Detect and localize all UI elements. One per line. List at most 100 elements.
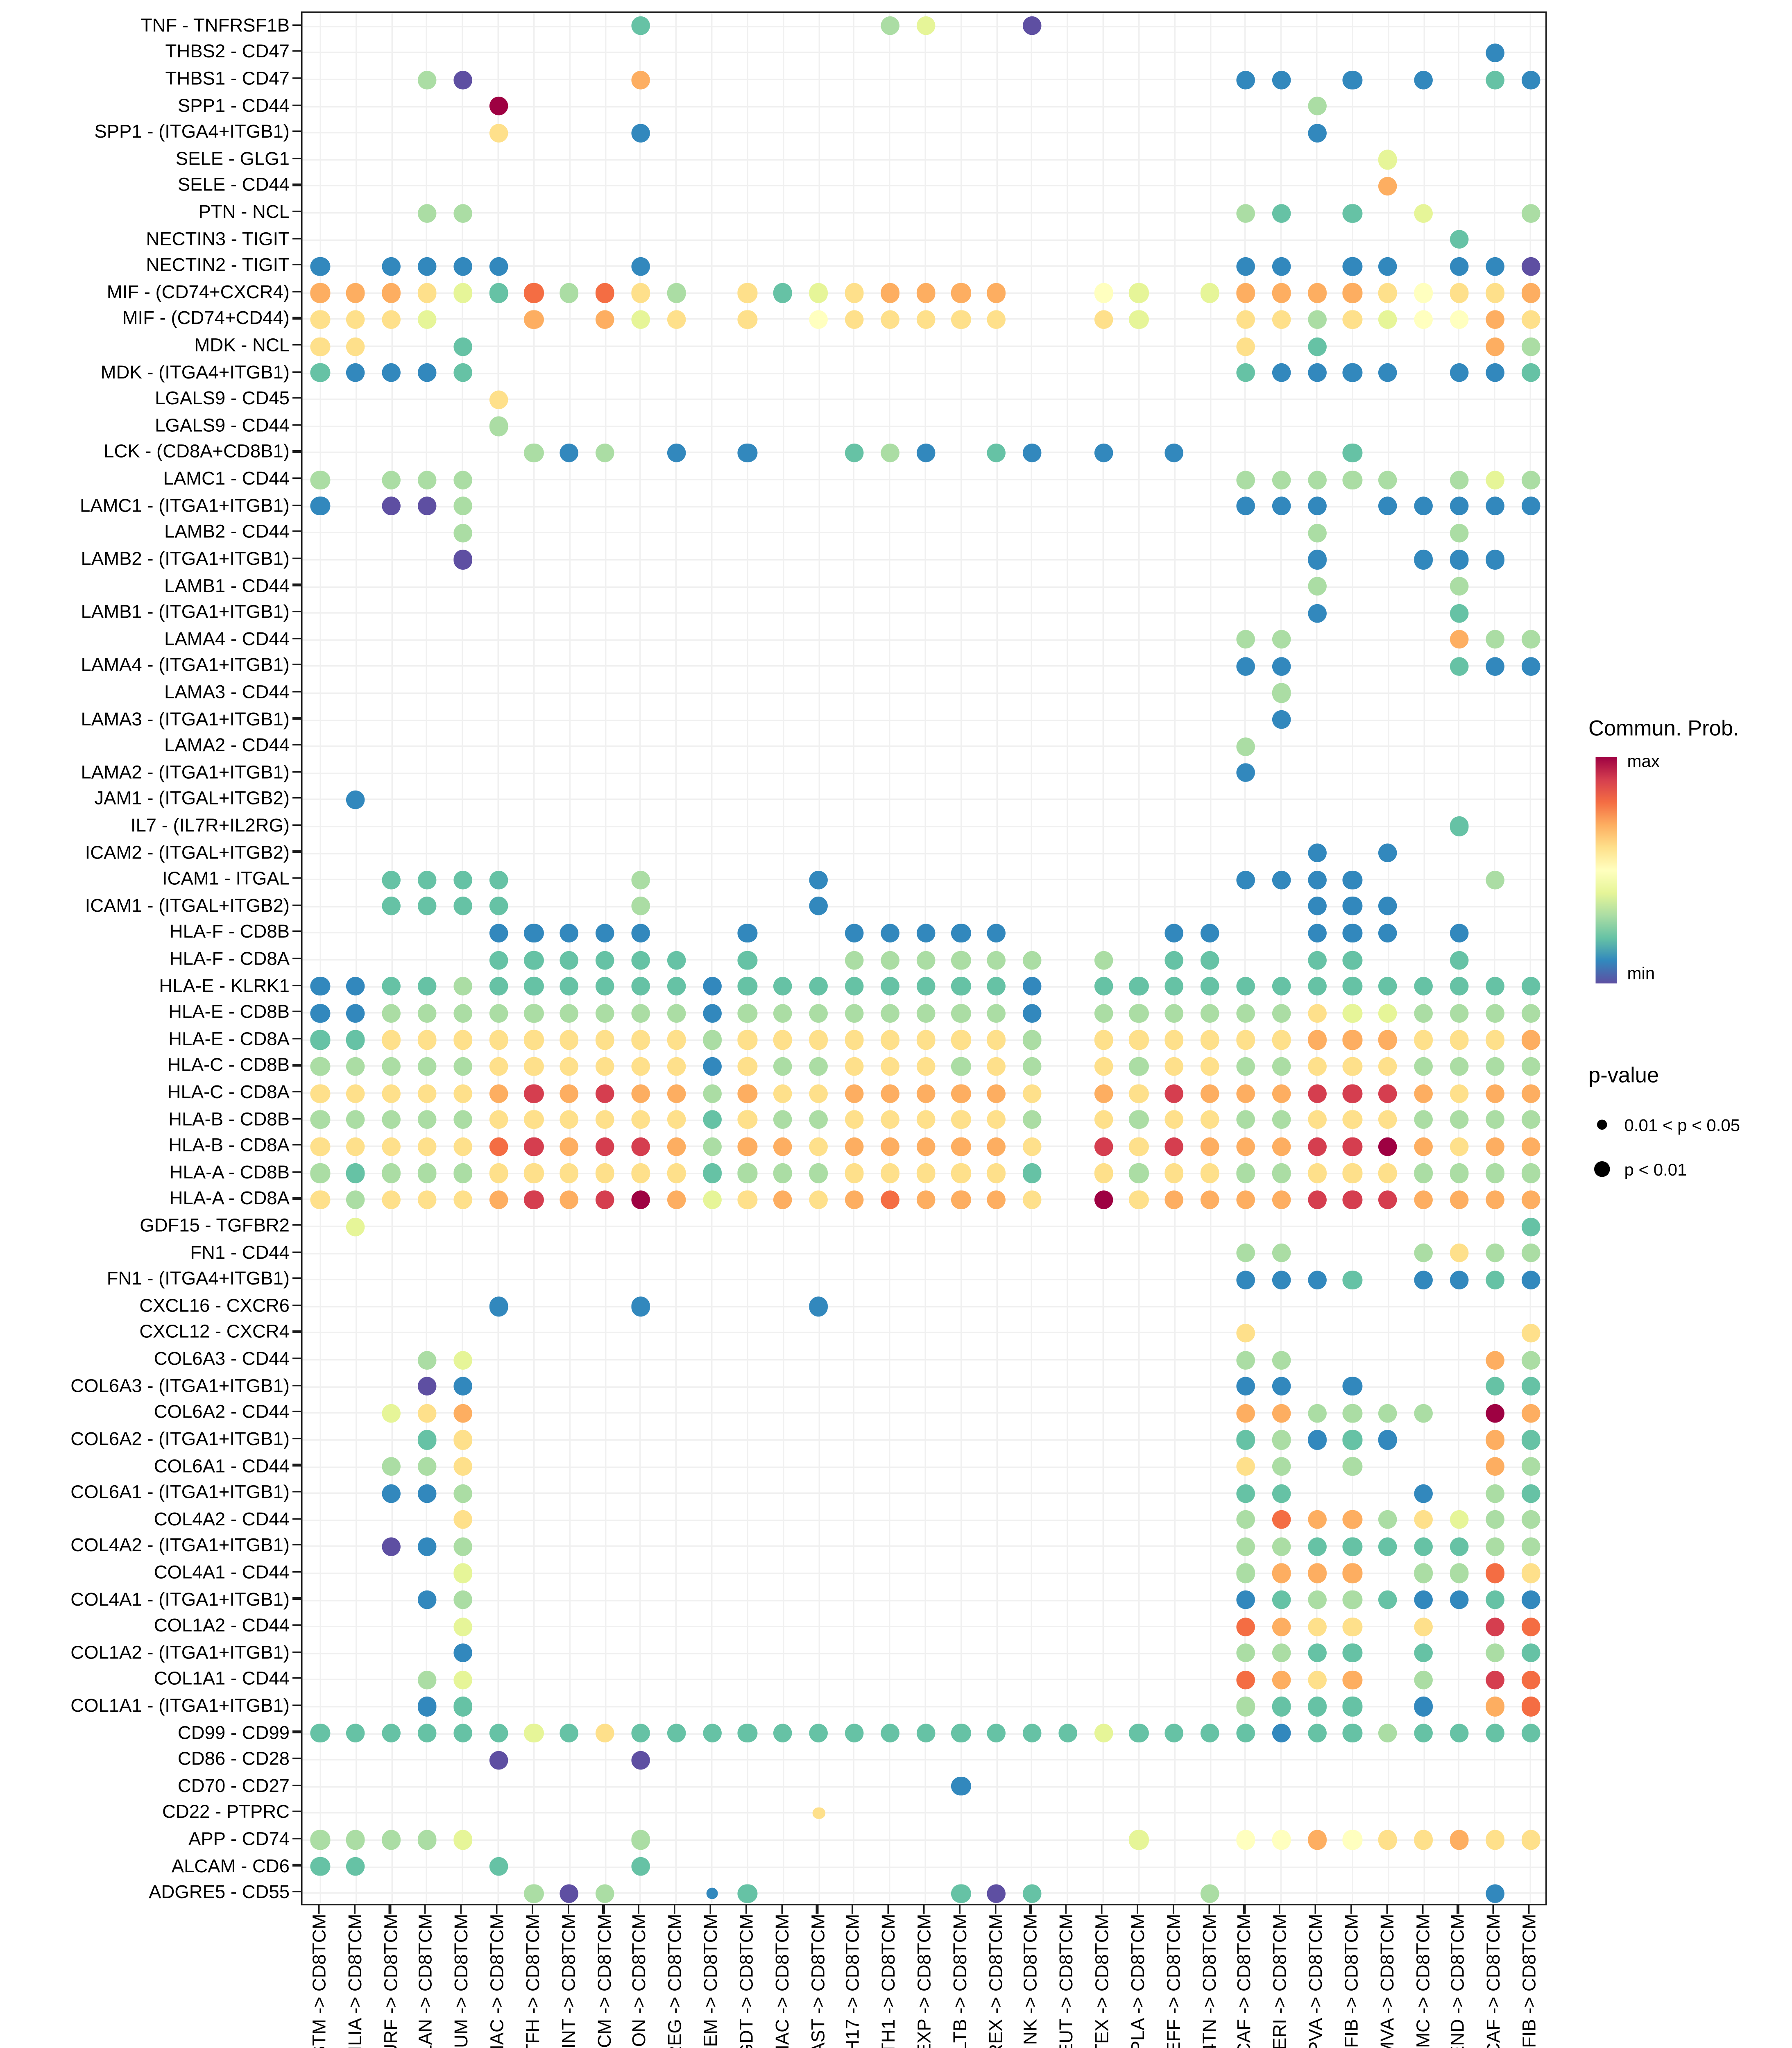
dot — [1307, 1083, 1327, 1103]
dot — [1343, 1030, 1362, 1049]
dot — [631, 1004, 650, 1023]
dot — [1272, 70, 1291, 89]
dot — [1307, 1164, 1327, 1183]
dot — [1521, 257, 1540, 276]
dot — [1450, 1510, 1469, 1529]
dot — [1272, 710, 1291, 729]
dot — [524, 1110, 544, 1130]
dot — [560, 1110, 579, 1130]
dot — [1272, 283, 1291, 303]
dot — [1450, 924, 1469, 943]
dot — [1307, 1537, 1327, 1556]
dot — [1129, 1164, 1149, 1183]
gridline — [302, 1332, 1545, 1334]
dot — [738, 950, 757, 970]
dot — [1165, 443, 1184, 463]
dot — [1094, 310, 1113, 329]
dot — [738, 1164, 757, 1183]
dot — [987, 1083, 1006, 1103]
dot — [1236, 257, 1255, 276]
y-axis-tick — [292, 744, 301, 746]
dot — [1485, 1244, 1504, 1263]
dot — [489, 390, 508, 409]
gridline — [302, 852, 1545, 854]
x-axis-tick — [1101, 1905, 1103, 1914]
gridline — [302, 799, 1545, 801]
dot — [845, 1030, 864, 1049]
dot — [1272, 203, 1291, 222]
dot — [1414, 1590, 1433, 1610]
dot — [596, 310, 615, 329]
dot — [1022, 1164, 1042, 1183]
dot — [1343, 924, 1362, 943]
y-axis-tick — [292, 451, 301, 453]
dot — [1129, 1137, 1149, 1156]
dot — [310, 1057, 330, 1076]
dot — [560, 443, 579, 463]
dot — [1236, 1110, 1255, 1130]
dot — [310, 337, 330, 356]
dot — [773, 1110, 793, 1130]
dot — [987, 1137, 1006, 1156]
dot — [952, 1777, 971, 1797]
dot — [1378, 1590, 1398, 1610]
dot — [773, 1057, 793, 1076]
gridline — [302, 1359, 1545, 1361]
dot — [346, 283, 365, 303]
gridline — [1280, 13, 1282, 1904]
dot — [1165, 1030, 1184, 1049]
dot — [1272, 1484, 1291, 1503]
dot — [1450, 283, 1469, 303]
dot — [952, 1004, 971, 1023]
y-axis-label: NECTIN3 - TIGIT — [146, 227, 290, 249]
dot — [1236, 1831, 1255, 1850]
dot — [560, 1030, 579, 1049]
dot — [916, 977, 935, 996]
dot — [1129, 1190, 1149, 1210]
x-axis-label: SURF -> CD8TCM — [379, 1914, 401, 2048]
dot — [1414, 1030, 1433, 1049]
dot — [1521, 1164, 1540, 1183]
y-axis-tick — [292, 717, 301, 719]
dot — [1378, 1083, 1398, 1103]
y-axis-label: LAMA3 - CD44 — [164, 681, 290, 702]
gridline — [302, 185, 1545, 187]
dot — [1414, 1724, 1433, 1743]
dot — [1485, 1190, 1504, 1210]
dot — [880, 950, 899, 970]
dot — [1022, 1030, 1042, 1049]
gridline — [1138, 13, 1140, 1904]
dot — [1521, 1190, 1540, 1210]
colorbar — [1595, 757, 1617, 983]
dot — [346, 1190, 365, 1210]
dot — [310, 1004, 330, 1023]
dot — [738, 1030, 757, 1049]
dot — [1485, 1457, 1504, 1476]
gridline — [302, 1599, 1545, 1601]
dot — [987, 1030, 1006, 1049]
dot — [666, 443, 686, 463]
x-axis-tick — [1208, 1905, 1210, 1914]
dot — [987, 1004, 1006, 1023]
dot — [1521, 1083, 1540, 1103]
y-axis-label: HLA-C - CD8B — [167, 1054, 290, 1076]
dot — [1521, 70, 1540, 89]
dot — [987, 1724, 1006, 1743]
x-axis-tick — [425, 1905, 427, 1914]
dot — [560, 283, 579, 303]
dot — [952, 1190, 971, 1210]
dot — [1094, 1190, 1113, 1210]
dot — [1378, 1164, 1398, 1183]
dot — [1094, 1057, 1113, 1076]
pvalue-small-label: 0.01 < p < 0.05 — [1624, 1115, 1740, 1135]
x-axis-label: MALTB -> CD8TCM — [949, 1914, 970, 2048]
dot — [489, 977, 508, 996]
dot — [417, 283, 437, 303]
dot — [310, 1030, 330, 1049]
y-axis-tick — [292, 824, 301, 826]
dot — [1094, 1083, 1113, 1103]
dot — [1058, 1724, 1077, 1743]
y-axis-tick — [292, 584, 301, 586]
dot — [1272, 470, 1291, 489]
dot — [1521, 470, 1540, 489]
